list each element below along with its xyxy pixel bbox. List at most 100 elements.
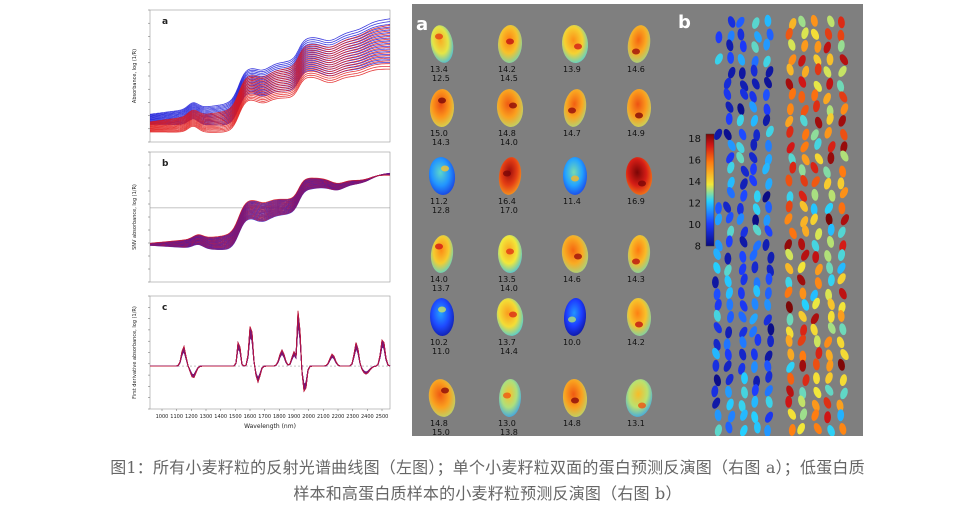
kernel-4: 14.6 — [627, 25, 651, 74]
x-axis-label: Wavelength (nm) — [244, 423, 296, 430]
kernel-value-label: 14.5 — [500, 74, 518, 83]
kernel-dot — [798, 76, 807, 88]
kernel-value-label: 14.8 — [563, 419, 581, 428]
kernel-value-label: 13.4 — [430, 65, 448, 74]
kernel-dot — [838, 65, 847, 77]
kernel-dot — [714, 298, 722, 311]
kernel-dot — [713, 309, 721, 322]
kernel-dot — [739, 40, 747, 53]
kernel-dot — [752, 17, 760, 29]
kernel-dot — [723, 338, 731, 351]
x-tick-label: 2500 — [376, 414, 389, 420]
kernel-dot — [786, 63, 794, 76]
kernel-dot — [811, 176, 820, 188]
high-protein-kernels — [784, 14, 850, 436]
kernel-dot — [837, 177, 845, 190]
kernel-value-label: 13.7 — [498, 338, 516, 347]
kernel-dot — [765, 125, 774, 138]
kernel-dot — [726, 186, 735, 199]
kernel-dot — [811, 89, 819, 102]
low-protein-kernels — [711, 14, 775, 436]
kernel-dot — [824, 336, 833, 348]
kernel-dot — [839, 165, 847, 178]
kernel-value-label: 14.0 — [430, 275, 448, 284]
kernel-dot — [737, 287, 745, 300]
kernel-dot — [810, 213, 818, 226]
kernel-dot — [739, 250, 747, 263]
kernel-21: 14.815.0 — [428, 379, 456, 436]
kernel-heatmap — [563, 89, 587, 127]
kernel-dot — [785, 174, 793, 187]
kernel-dot — [799, 200, 808, 212]
kernel-dot — [724, 252, 732, 265]
kernel-value-label: 16.4 — [498, 197, 516, 206]
kernel-hotspot — [571, 397, 579, 404]
kernel-dot — [785, 301, 793, 314]
kernel-dot — [800, 104, 809, 117]
kernel-dot — [837, 273, 846, 285]
kernel-dot — [826, 262, 834, 274]
figure-caption-line-1: 图1：所有小麦籽粒的反射光谱曲线图（左图）；单个小麦籽粒双面的蛋白预测反演图（右… — [110, 458, 865, 477]
kernel-dot — [840, 150, 849, 162]
kernel-dot — [750, 114, 759, 127]
kernel-dot — [824, 384, 834, 396]
spectrum-line — [149, 55, 391, 130]
kernel-dot — [826, 77, 834, 90]
kernel-dot — [723, 201, 732, 213]
panel-label-a: a — [416, 14, 428, 35]
kernel-hotspot — [435, 243, 443, 250]
kernel-dot — [767, 323, 775, 336]
spectra-figure: a Absorbance, log (1/R) b SNV absorbance, l… — [128, 4, 396, 436]
kernel-dot — [753, 129, 761, 142]
kernel-value-label: 11.4 — [563, 197, 581, 206]
kernel-dot — [713, 374, 721, 387]
kernel-value-label: 14.2 — [627, 338, 645, 347]
kernel-dot — [786, 103, 794, 116]
kernel-dot — [799, 287, 807, 300]
spectrum-line — [149, 60, 391, 131]
kernel-dot — [824, 28, 833, 40]
kernel-dot — [814, 138, 822, 150]
kernel-dot — [837, 40, 845, 52]
kernel-dot — [837, 409, 845, 422]
kernel-dot — [825, 213, 833, 226]
kernel-dot — [767, 335, 774, 348]
kernel-dot — [736, 16, 745, 28]
kernel-dot — [788, 88, 797, 100]
x-tick-label: 1600 — [244, 414, 257, 420]
kernel-hotspot — [435, 33, 443, 40]
kernel-dot — [725, 112, 733, 125]
x-tick-label: 1800 — [273, 414, 286, 420]
colorbar: 18 16 14 12 10 8 — [688, 133, 715, 253]
kernel-13: 14.013.7 — [430, 235, 454, 293]
kernel-dot — [810, 129, 819, 141]
kernel-dot — [726, 152, 735, 164]
kernel-dot — [840, 387, 848, 400]
kernel-heatmap — [428, 157, 456, 195]
kernel-dot — [767, 251, 775, 264]
kernel-dot — [738, 311, 747, 323]
kernel-hotspot — [632, 258, 640, 265]
kernel-dot — [737, 53, 746, 66]
kernel-dot — [840, 128, 848, 141]
kernel-dot — [739, 336, 747, 349]
kernel-dot — [815, 347, 823, 360]
kernel-dot — [763, 103, 771, 116]
kernel-dot — [750, 64, 758, 77]
spectrum-line — [149, 33, 391, 125]
kernel-dot — [725, 211, 734, 224]
kernel-dot — [786, 126, 794, 138]
kernel-23: 14.8 — [562, 379, 588, 428]
kernel-dot — [726, 398, 734, 411]
kernel-dot — [836, 399, 844, 412]
kernel-dot — [836, 80, 845, 92]
kernel-dot — [811, 409, 819, 421]
x-tick-label: 2000 — [302, 414, 315, 420]
kernel-dot — [752, 214, 759, 227]
kernel-dot — [811, 240, 820, 252]
kernel-dot — [727, 311, 734, 323]
kernel-hotspot — [506, 38, 514, 45]
kernel-hotspot — [438, 306, 446, 313]
kernel-dot — [740, 165, 750, 177]
kernel-value-label: 14.0 — [500, 138, 518, 147]
